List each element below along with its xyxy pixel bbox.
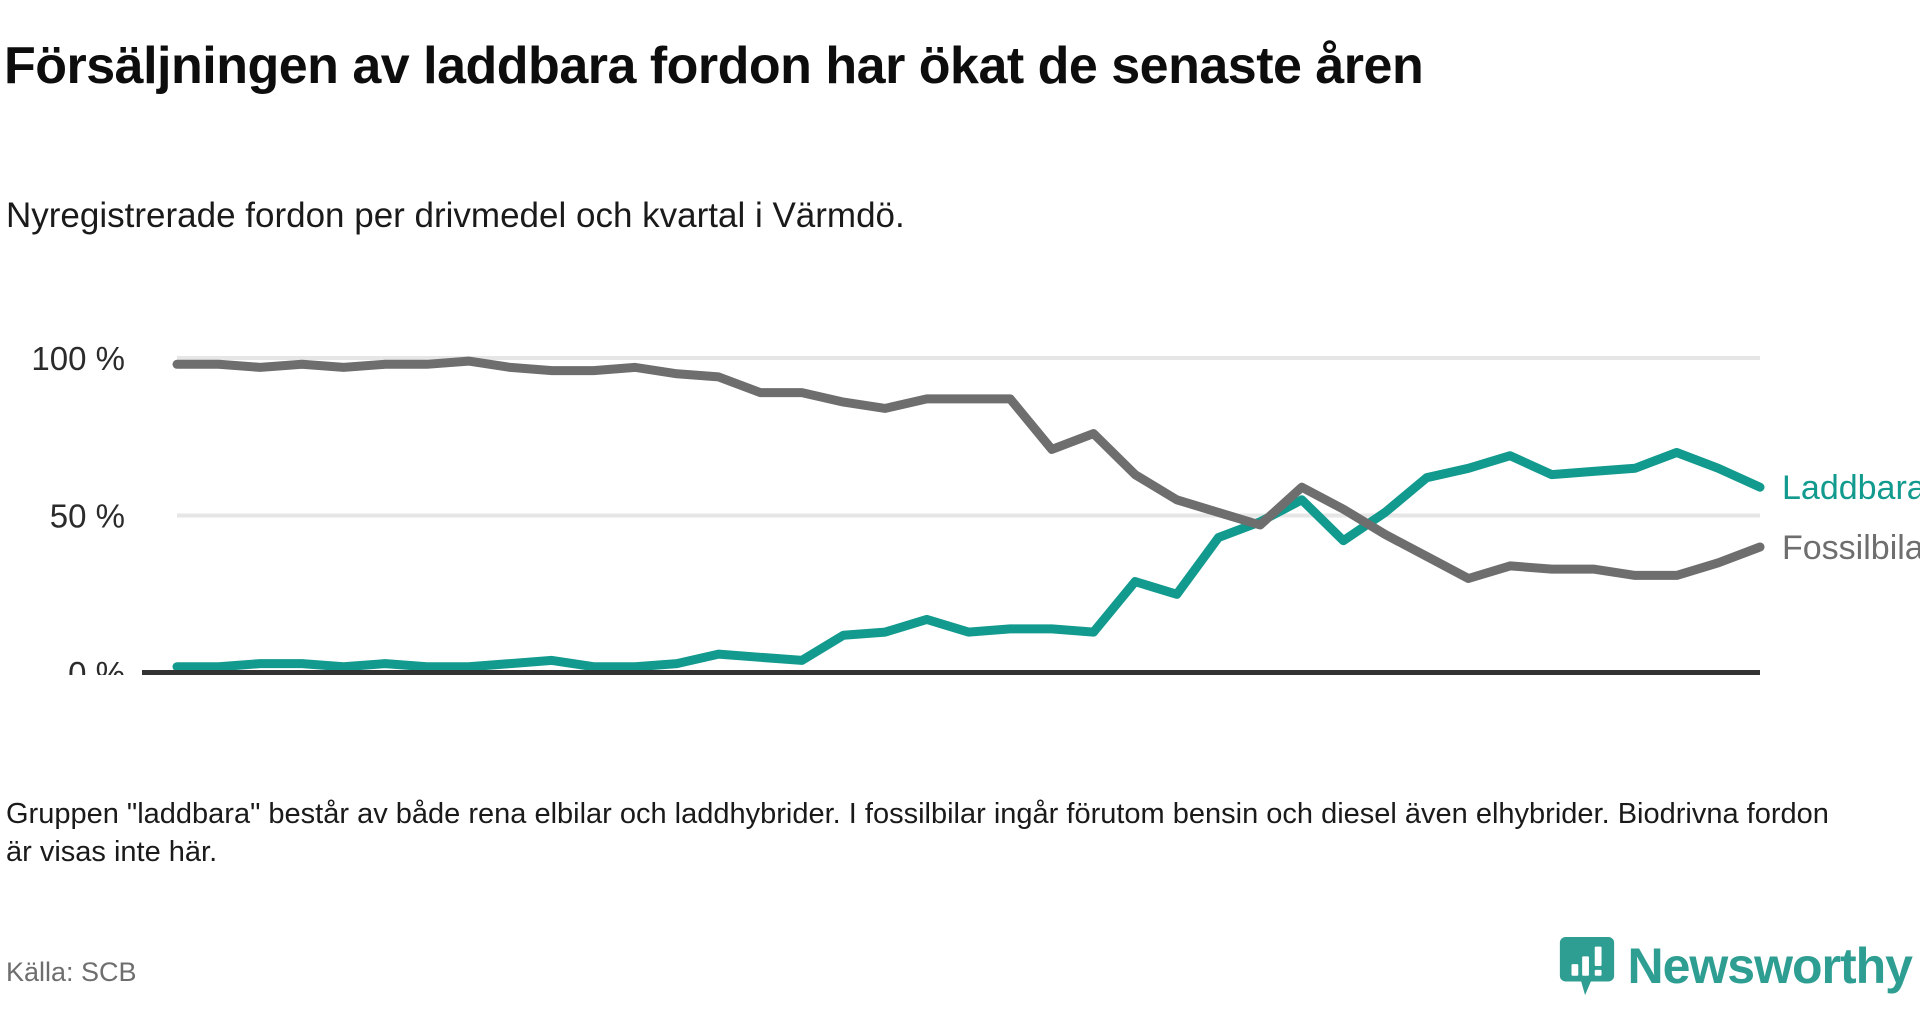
chart-subtitle: Nyregistrerade fordon per drivmedel och … — [6, 196, 905, 235]
y-tick-label: 100 % — [31, 340, 125, 377]
chart-footnote: Gruppen "laddbara" består av både rena e… — [6, 798, 1829, 869]
chart-plot-area: 100 %50 %0 % 2015201820212023 LaddbaraFo… — [0, 255, 1920, 675]
series-end-label-fossilbilar: Fossilbilar — [1782, 529, 1920, 567]
y-tick-labels-group: 100 % 50 % 0 % — [31, 340, 125, 675]
x-axis-group — [142, 670, 1760, 675]
page-title: Försäljningen av laddbara fordon har öka… — [4, 36, 1424, 95]
source-credit: Källa: SCB — [6, 957, 137, 987]
series-end-labels-group: Laddbara Fossilbilar — [1782, 469, 1920, 567]
newsworthy-logo[interactable]: Newsworthy — [1559, 935, 1913, 997]
speech-bubble-bar-chart-icon — [1560, 936, 1615, 996]
line-chart-svg: 100 %50 %0 % 2015201820212023 LaddbaraFo… — [31, 340, 1920, 675]
series-line-laddbara — [172, 448, 1765, 672]
gridlines-group — [177, 356, 1760, 518]
y-tick-label: 50 % — [50, 498, 125, 535]
y-tick-label: 0 % — [68, 655, 125, 675]
series-line-fossilbilar — [172, 356, 1765, 583]
logo-wordmark: Newsworthy — [1627, 938, 1913, 994]
series-end-label-laddbara: Laddbara — [1782, 469, 1920, 507]
series-paths-group — [172, 356, 1765, 672]
